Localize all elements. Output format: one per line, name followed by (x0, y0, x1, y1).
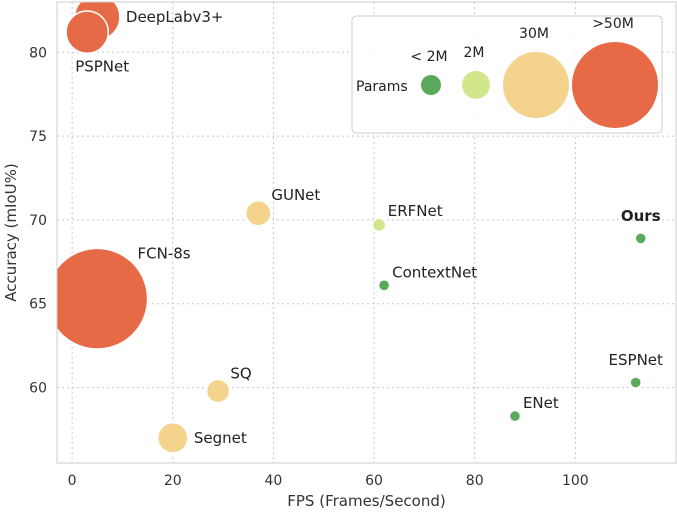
bubble-contextnet (377, 279, 391, 292)
legend-entry-label: < 2M (410, 49, 447, 65)
bubble-segnet (156, 422, 189, 454)
bubble-erfnet (371, 217, 387, 233)
x-tick-label: 100 (562, 473, 589, 489)
bubble-enet (508, 409, 522, 423)
point-label: Segnet (194, 429, 247, 447)
plot-frame (56, 1, 677, 464)
bubble-sq (205, 378, 231, 404)
point-label: GUNet (271, 186, 320, 204)
legend-title: Params (356, 79, 408, 95)
y-tick-label: 60 (29, 381, 47, 397)
point-label: PSPNet (75, 57, 129, 75)
legend-entry-label: 2M (464, 45, 485, 61)
bubble-fcn-8s (57, 247, 149, 350)
point-label: FCN-8s (137, 244, 190, 262)
point-label: DeepLabv3+ (126, 8, 224, 26)
legend-swatch-large (503, 52, 569, 118)
y-axis-label: Accuracy (mIoU%) (2, 163, 20, 301)
x-tick-label: 80 (466, 473, 484, 489)
tick-labels: 0 20 40 60 80 100 60 65 70 75 80 (29, 45, 589, 489)
bubble-pspnet (65, 10, 110, 55)
y-tick-label: 80 (29, 45, 47, 61)
legend-swatch-medium (462, 71, 490, 99)
point-label: ESPNet (609, 351, 663, 369)
y-tick-label: 65 (29, 297, 47, 313)
point-label: ERFNet (388, 202, 443, 220)
point-label: ContextNet (392, 263, 477, 281)
bubble-ours (634, 232, 648, 245)
bubbles (57, 2, 648, 454)
x-tick-label: 0 (68, 473, 77, 489)
point-label: Ours (621, 207, 661, 225)
point-label: SQ (230, 365, 251, 383)
legend-entry-label: 30M (519, 26, 549, 42)
x-tick-label: 40 (264, 473, 282, 489)
legend-swatch-xlarge (572, 42, 658, 128)
x-axis-label: FPS (Frames/Second) (287, 492, 445, 510)
point-label: ENet (523, 394, 559, 412)
legend-entries: < 2M 2M 30M >50M (410, 16, 658, 128)
legend-entry-label: >50M (592, 16, 634, 32)
point-labels: DeepLabv3+ PSPNet FCN-8s GUNet SQ Segnet ERFNe… (75, 8, 663, 447)
y-tick-label: 75 (29, 129, 47, 145)
y-tick-label: 70 (29, 213, 47, 229)
legend: Params < 2M 2M 30M >50M (351, 15, 663, 134)
bubble-espnet (629, 376, 643, 389)
x-tick-label: 20 (164, 473, 182, 489)
bubble-gunet (244, 199, 272, 227)
legend-swatch-small (421, 75, 441, 95)
x-tick-label: 60 (365, 473, 383, 489)
